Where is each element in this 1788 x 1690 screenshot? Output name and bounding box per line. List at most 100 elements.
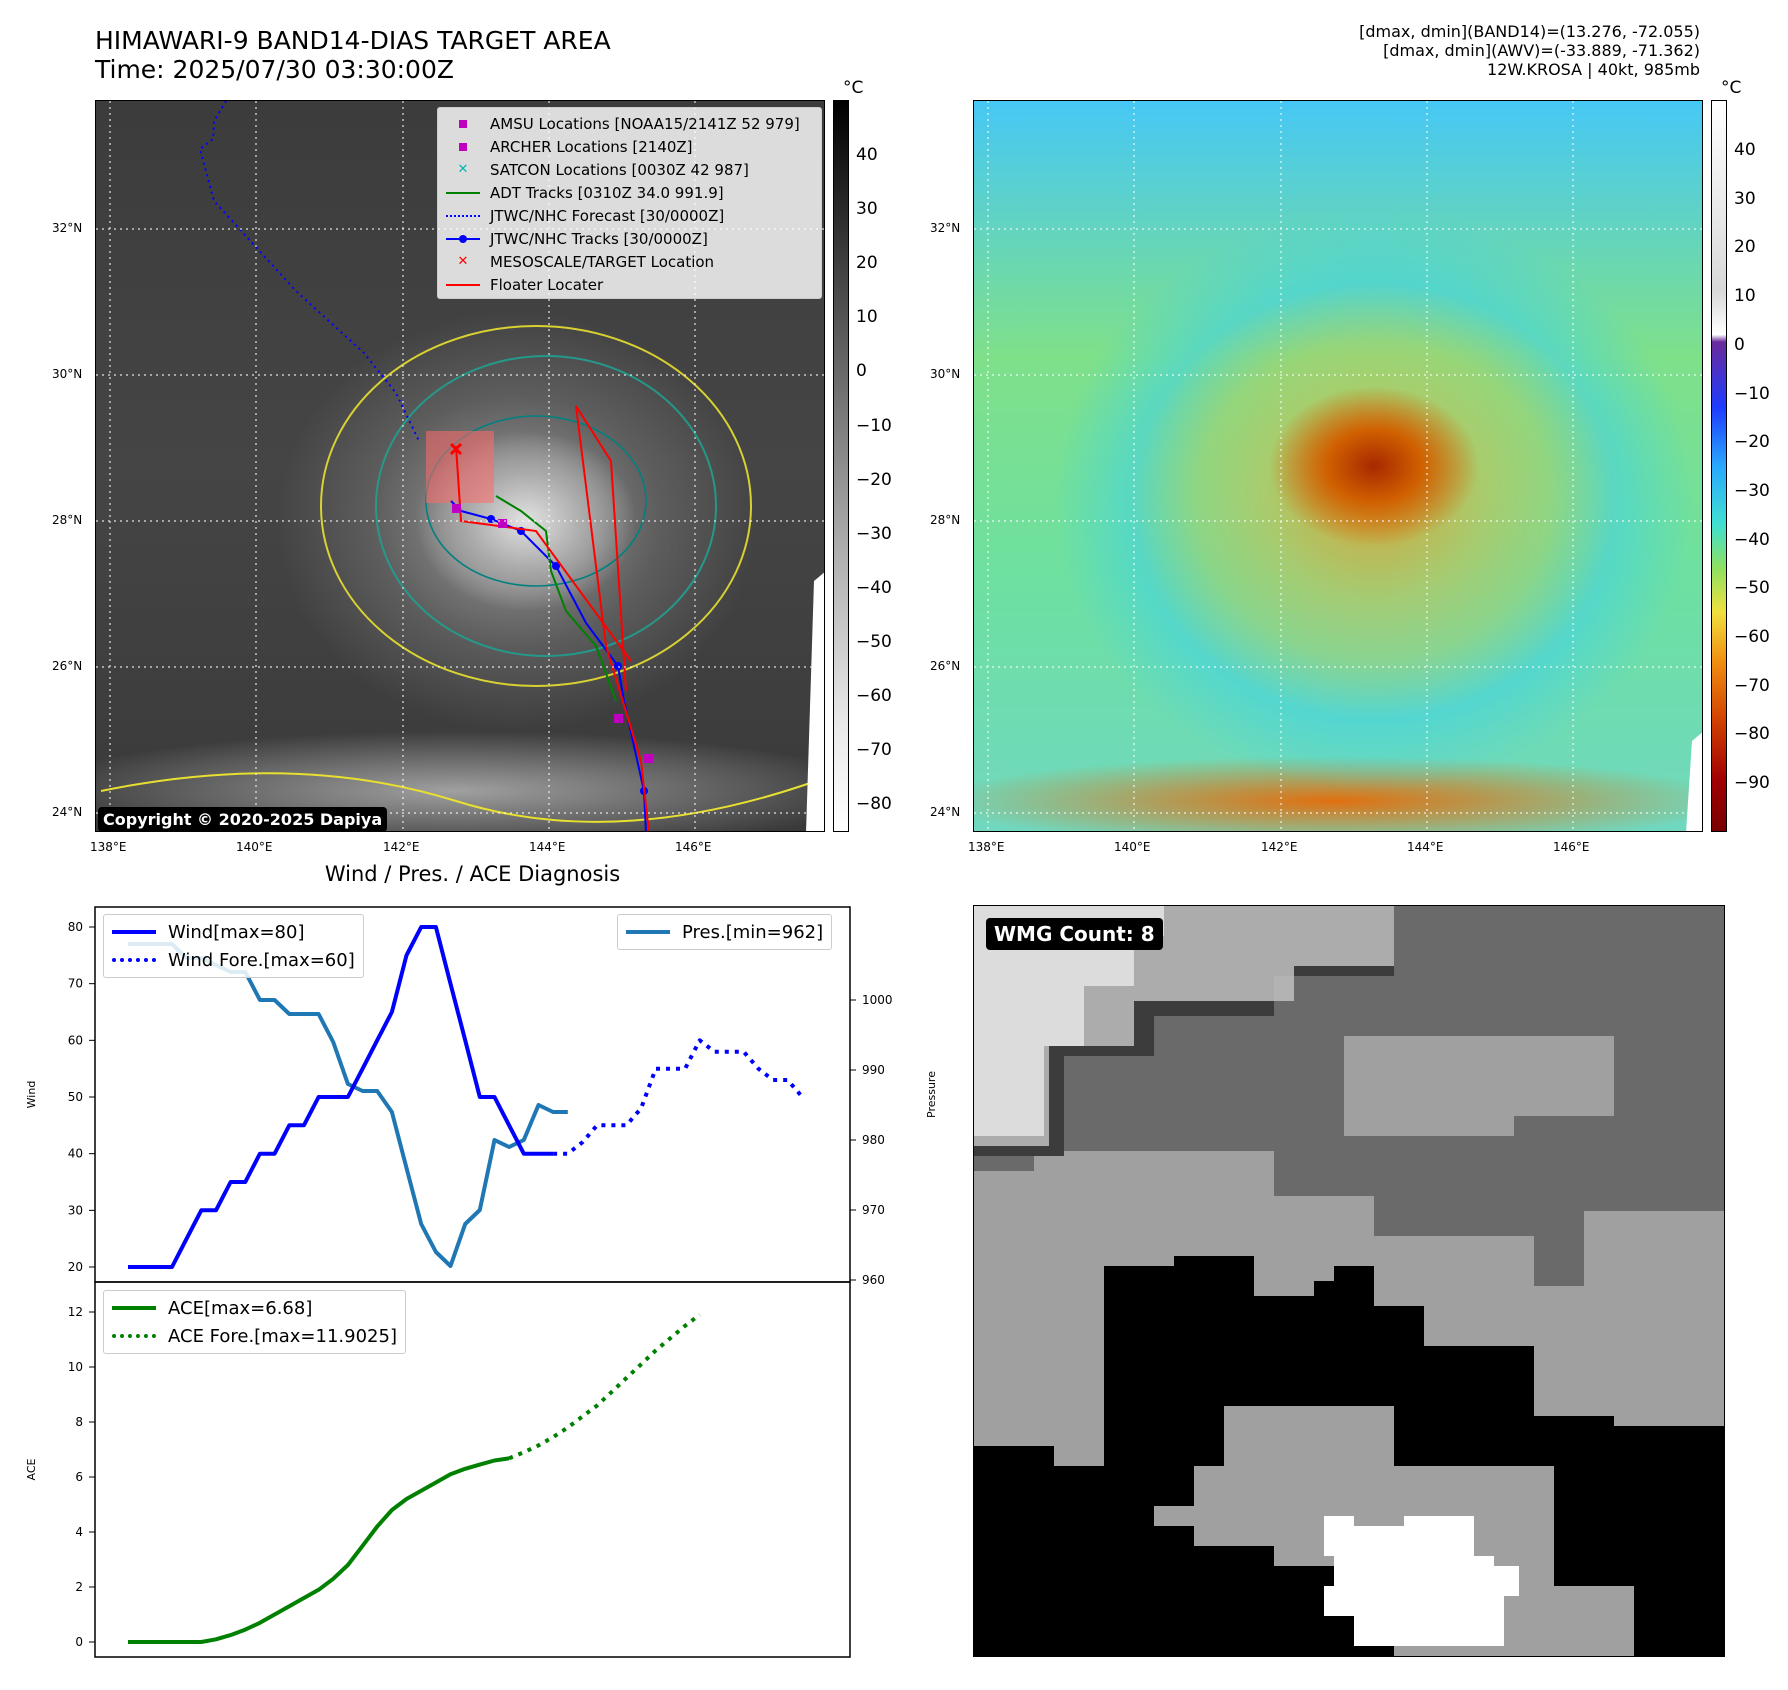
colorbar-tick: −10 xyxy=(1734,383,1770,404)
ace-tick-label: 2 xyxy=(75,1580,83,1594)
legend-label: SATCON Locations [0030Z 42 987] xyxy=(490,160,749,179)
info-line-1: [dmax, dmin](BAND14)=(13.276, -72.055) xyxy=(1359,22,1700,41)
legend-label: ADT Tracks [0310Z 34.0 991.9] xyxy=(490,183,724,202)
legend-label: JTWC/NHC Tracks [30/0000Z] xyxy=(490,229,708,248)
ace-tick-label: 0 xyxy=(75,1635,83,1649)
lat-tick: 32°N xyxy=(52,221,83,235)
wind-tick-label: 50 xyxy=(68,1090,83,1104)
wind-forecast-line xyxy=(553,1038,804,1156)
wind-tick-label: 30 xyxy=(68,1203,83,1217)
wind-line xyxy=(128,925,554,1269)
colorbar-tick: −70 xyxy=(1734,675,1770,696)
info-line-2: [dmax, dmin](AWV)=(-33.889, -71.362) xyxy=(1383,41,1700,60)
wmg-black-south-region xyxy=(974,1446,1394,1656)
colorbar-tick: −90 xyxy=(1734,773,1770,794)
info-line-3: 12W.KROSA | 40kt, 985mb xyxy=(1487,60,1700,79)
legend-item: ✕ MESOSCALE/TARGET Location xyxy=(446,250,813,273)
gray-colorbar xyxy=(833,100,849,832)
wind-axis-label: Wind xyxy=(25,1081,38,1109)
contour-outer-ring xyxy=(320,325,752,687)
ace-tick-label: 6 xyxy=(75,1470,83,1484)
legend-label: Floater Locater xyxy=(490,275,604,294)
colorbar-tick: −40 xyxy=(856,577,892,598)
wmg-black-core xyxy=(1104,1266,1284,1466)
ace-legend: ACE[max=6.68] ACE Fore.[max=11.9025] xyxy=(103,1290,406,1354)
no-data-wedge xyxy=(1686,732,1702,831)
colorbar-tick: −70 xyxy=(856,740,892,761)
legend-label: JTWC/NHC Forecast [30/0000Z] xyxy=(490,206,725,225)
colorbar-tick: −50 xyxy=(856,631,892,652)
colorbar-tick: −40 xyxy=(1734,529,1770,550)
contour-south-band xyxy=(100,772,817,823)
pressure-tick-label: 970 xyxy=(862,1203,885,1217)
square-marker-icon xyxy=(446,140,480,154)
storm-info: [dmax, dmin](BAND14)=(13.276, -72.055) [… xyxy=(1359,22,1700,79)
lon-tick: 138°E xyxy=(968,840,1005,854)
lat-tick: 28°N xyxy=(930,513,961,527)
diagnosis-chart: 807060504030201000990980970960121086420W… xyxy=(25,906,938,1658)
pressure-tick-label: 960 xyxy=(862,1273,885,1287)
legend-label: ACE Fore.[max=11.9025] xyxy=(168,1325,397,1347)
colorbar-tick: 10 xyxy=(1734,286,1756,307)
solid-line-icon xyxy=(112,1306,156,1310)
forecast-track xyxy=(198,101,420,442)
title-line-2: Time: 2025/07/30 03:30:00Z xyxy=(95,55,454,84)
ir-map-overlay xyxy=(96,101,824,831)
pressure-tick-label: 980 xyxy=(862,1133,885,1147)
legend-label: Wind Fore.[max=60] xyxy=(168,949,355,971)
colorbar-tick: 30 xyxy=(1734,188,1756,209)
pressure-tick-label: 990 xyxy=(862,1063,885,1077)
colorbar-tick: 40 xyxy=(1734,140,1756,160)
colorbar-tick: −80 xyxy=(1734,724,1770,745)
title-line-1: HIMAWARI-9 BAND14-DIAS TARGET AREA xyxy=(95,26,611,55)
ace-frame xyxy=(94,1281,851,1658)
gray-colorbar-unit: °C xyxy=(843,78,864,98)
ace-tick-label: 12 xyxy=(68,1305,83,1319)
pressure-tick-label: 1000 xyxy=(862,993,893,1007)
colorbar-tick: 10 xyxy=(856,307,878,328)
lat-tick: 32°N xyxy=(930,221,961,235)
legend-label: AMSU Locations [NOAA15/2141Z 52 979] xyxy=(490,114,800,133)
colorbar-tick: 30 xyxy=(856,199,878,220)
legend-item: Pres.[min=962] xyxy=(626,918,823,946)
lat-tick: 30°N xyxy=(52,367,83,381)
ace-tick-label: 10 xyxy=(68,1360,83,1374)
square-marker-icon xyxy=(446,117,480,131)
x-marker-icon: ✕ xyxy=(457,253,469,269)
diagnosis-title: Wind / Pres. / ACE Diagnosis xyxy=(324,862,621,886)
colorbar-tick: −20 xyxy=(1734,432,1770,453)
line-icon xyxy=(446,186,480,200)
solid-line-icon xyxy=(626,930,670,934)
target-marker xyxy=(449,442,463,456)
legend-label: ACE[max=6.68] xyxy=(168,1297,313,1319)
copyright-badge: Copyright © 2020-2025 Dapiya xyxy=(98,807,388,831)
line-dot-icon xyxy=(446,232,480,246)
colorbar-tick: −10 xyxy=(856,415,892,436)
wind-tick-label: 70 xyxy=(68,977,83,991)
ir-map-legend: AMSU Locations [NOAA15/2141Z 52 979] ARC… xyxy=(437,107,822,299)
solid-line-icon xyxy=(112,930,156,934)
colorbar-tick: −80 xyxy=(856,794,892,815)
pressure-legend: Pres.[min=962] xyxy=(617,914,833,950)
lon-tick: 142°E xyxy=(1261,840,1298,854)
adt-track xyxy=(495,495,617,702)
no-data-wedge xyxy=(806,572,824,831)
lon-tick: 140°E xyxy=(236,840,273,854)
colorbar-tick: −30 xyxy=(856,523,892,544)
colorbar-tick: −30 xyxy=(1734,480,1770,501)
legend-item: ACE[max=6.68] xyxy=(112,1294,397,1322)
colorbar-tick: 20 xyxy=(856,253,878,274)
colorbar-tick: −20 xyxy=(856,469,892,490)
dotted-line-icon xyxy=(112,1334,156,1338)
wind-tick-label: 40 xyxy=(68,1147,83,1161)
amsu-archer-markers xyxy=(452,504,653,763)
lat-tick: 28°N xyxy=(52,513,83,527)
awv-gridlines xyxy=(974,101,1702,831)
colorbar-tick: −50 xyxy=(1734,578,1770,599)
colorbar-tick: 0 xyxy=(856,361,867,382)
wmg-black-region xyxy=(1104,1256,1724,1656)
legend-item: ✕ SATCON Locations [0030Z 42 987] xyxy=(446,158,813,181)
lat-tick: 24°N xyxy=(930,805,961,819)
awv-map-panel xyxy=(973,100,1703,832)
legend-item: Floater Locater xyxy=(446,273,813,296)
